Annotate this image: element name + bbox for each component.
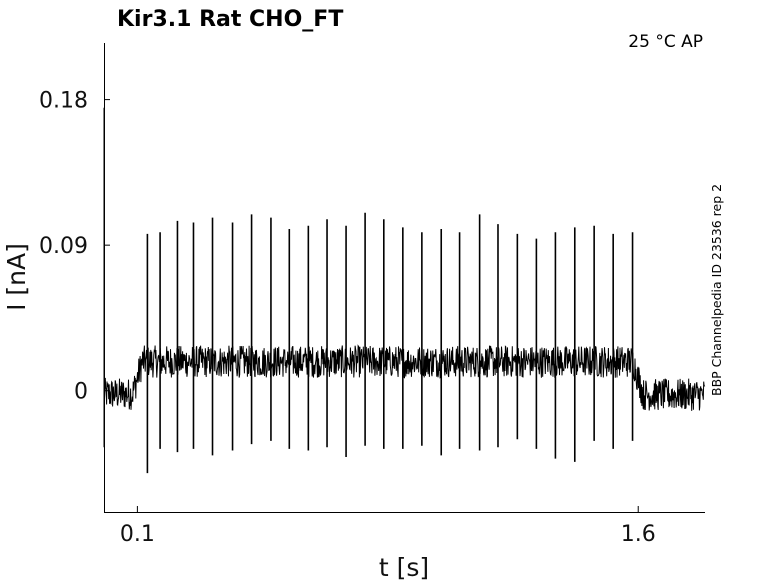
x-ticks: 0.1 1.6 — [120, 506, 656, 547]
y-ticks: 0 0.09 0.18 — [39, 89, 110, 405]
x-tick-label: 0.1 — [120, 522, 155, 547]
spike-layer — [146, 212, 634, 474]
plot-area — [103, 107, 706, 474]
y-axis-label: I [nA] — [2, 243, 31, 311]
x-axis-label: t [s] — [379, 553, 429, 582]
y-tick-label: 0.09 — [39, 234, 88, 259]
condition-label: 25 °C AP — [628, 32, 703, 52]
channelpedia-id-label: BBP Channelpedia ID 23536 rep 2 — [709, 184, 724, 396]
y-tick-label: 0.18 — [39, 89, 88, 114]
chart-title: Kir3.1 Rat CHO_FT — [117, 7, 343, 32]
y-tick-label: 0 — [74, 380, 88, 405]
x-tick-label: 1.6 — [621, 522, 656, 547]
